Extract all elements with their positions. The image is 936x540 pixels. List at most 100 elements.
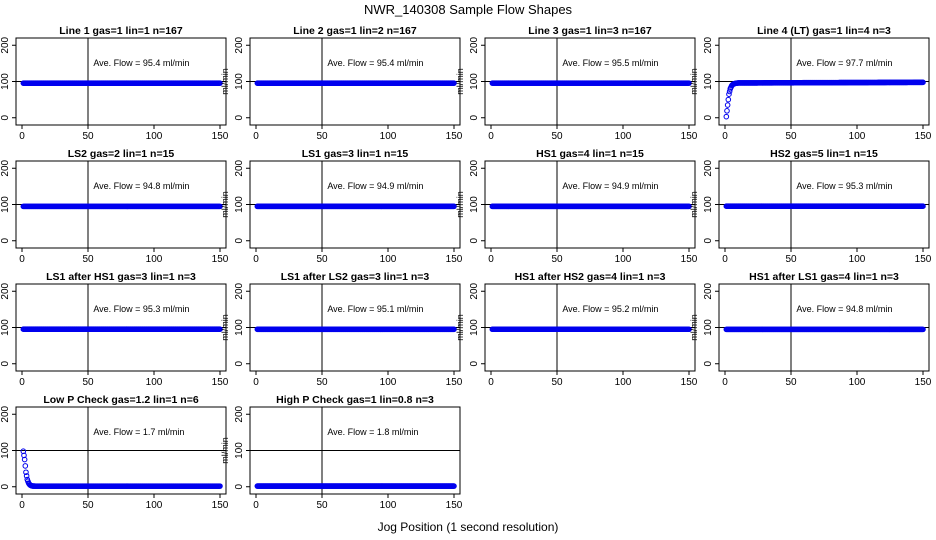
chart-panel: HS1 after LS1 gas=4 lin=1 n=3 0 100 200 ml/m… bbox=[689, 271, 932, 388]
x-tick-label: 0 bbox=[488, 377, 494, 388]
panel-title: LS1 after LS2 gas=3 lin=1 n=3 bbox=[281, 271, 430, 283]
data-point bbox=[22, 463, 29, 469]
y-tick-label: 200 bbox=[0, 159, 11, 176]
y-tick-label: 200 bbox=[469, 282, 480, 299]
panel-title: Line 4 (LT) gas=1 lin=4 n=3 bbox=[757, 25, 891, 37]
y-tick-label: 0 bbox=[703, 115, 714, 121]
y-tick-label: 100 bbox=[234, 319, 245, 336]
chart-panel: Low P Check gas=1.2 lin=1 n=6 0 100 200 ml/m… bbox=[0, 394, 229, 511]
x-tick-label: 150 bbox=[446, 254, 463, 265]
y-tick-label: 200 bbox=[234, 405, 245, 422]
average-flow-annotation: Ave. Flow = 94.9 ml/min bbox=[562, 181, 658, 191]
y-tick-label: 100 bbox=[234, 442, 245, 459]
average-flow-annotation: Ave. Flow = 97.7 ml/min bbox=[796, 58, 892, 68]
x-tick-label: 0 bbox=[488, 254, 494, 265]
x-tick-label: 50 bbox=[82, 500, 94, 511]
chart-panel: Line 3 gas=1 lin=3 n=167 0 100 200 ml/min 0 50… bbox=[455, 25, 698, 142]
panel-title: HS1 after LS1 gas=4 lin=1 n=3 bbox=[749, 271, 899, 283]
chart-panel: Line 2 gas=1 lin=2 n=167 0 100 200 ml/min 0 50… bbox=[220, 25, 463, 142]
x-tick-label: 50 bbox=[551, 131, 563, 142]
x-tick-label: 50 bbox=[551, 254, 563, 265]
x-tick-label: 150 bbox=[212, 131, 229, 142]
x-tick-label: 50 bbox=[785, 377, 797, 388]
data-series bbox=[20, 203, 223, 210]
x-tick-label: 0 bbox=[488, 131, 494, 142]
data-point bbox=[723, 113, 730, 120]
x-tick-label: 50 bbox=[316, 254, 328, 265]
x-tick-label: 50 bbox=[316, 377, 328, 388]
y-axis-label: ml/min bbox=[220, 437, 230, 464]
x-tick-label: 100 bbox=[380, 254, 397, 265]
x-tick-label: 0 bbox=[19, 131, 25, 142]
x-tick-label: 150 bbox=[212, 500, 229, 511]
x-tick-label: 100 bbox=[615, 131, 632, 142]
y-tick-label: 0 bbox=[234, 238, 245, 244]
y-tick-label: 100 bbox=[234, 196, 245, 213]
x-tick-label: 100 bbox=[849, 254, 866, 265]
x-tick-label: 150 bbox=[446, 131, 463, 142]
x-tick-label: 100 bbox=[849, 377, 866, 388]
y-tick-label: 200 bbox=[0, 282, 11, 299]
chart-panel: HS2 gas=5 lin=1 n=15 0 100 200 ml/min 0 50 100 1… bbox=[689, 148, 932, 265]
y-tick-label: 0 bbox=[703, 238, 714, 244]
y-tick-label: 100 bbox=[469, 196, 480, 213]
y-tick-label: 200 bbox=[234, 282, 245, 299]
y-tick-label: 0 bbox=[234, 361, 245, 367]
data-point bbox=[725, 96, 732, 103]
y-tick-label: 100 bbox=[703, 196, 714, 213]
y-tick-label: 100 bbox=[0, 319, 11, 336]
y-tick-label: 0 bbox=[469, 361, 480, 367]
data-series bbox=[254, 483, 457, 489]
x-tick-label: 150 bbox=[915, 131, 932, 142]
chart-panel: HS1 after HS2 gas=4 lin=1 n=3 0 100 200 ml/m… bbox=[455, 271, 698, 388]
x-tick-label: 0 bbox=[19, 500, 25, 511]
x-tick-label: 100 bbox=[146, 131, 163, 142]
chart-panel: LS1 gas=3 lin=1 n=15 0 100 200 ml/min 0 50 100 1… bbox=[220, 148, 463, 265]
y-tick-label: 0 bbox=[0, 361, 11, 367]
average-flow-annotation: Ave. Flow = 1.7 ml/min bbox=[93, 427, 184, 437]
x-tick-label: 150 bbox=[681, 254, 698, 265]
y-tick-label: 200 bbox=[0, 405, 11, 422]
y-tick-label: 100 bbox=[0, 196, 11, 213]
data-point bbox=[451, 80, 457, 86]
x-tick-label: 0 bbox=[253, 131, 259, 142]
y-axis-label: ml/min bbox=[455, 314, 465, 341]
y-axis-label: ml/min bbox=[689, 191, 699, 218]
x-tick-label: 0 bbox=[253, 254, 259, 265]
x-tick-label: 50 bbox=[785, 131, 797, 142]
y-tick-label: 200 bbox=[703, 282, 714, 299]
panel-title: HS2 gas=5 lin=1 n=15 bbox=[770, 148, 878, 160]
panel-title: Line 2 gas=1 lin=2 n=167 bbox=[293, 25, 417, 37]
x-tick-label: 0 bbox=[19, 254, 25, 265]
chart-panel: LS1 after HS1 gas=3 lin=1 n=3 0 100 200 ml/m… bbox=[0, 271, 229, 388]
y-tick-label: 100 bbox=[234, 73, 245, 90]
x-tick-label: 50 bbox=[82, 254, 94, 265]
average-flow-annotation: Ave. Flow = 95.3 ml/min bbox=[796, 181, 892, 191]
chart-panel: HS1 gas=4 lin=1 n=15 0 100 200 ml/min 0 50 100 1… bbox=[455, 148, 698, 265]
y-tick-label: 0 bbox=[234, 484, 245, 490]
x-tick-label: 100 bbox=[849, 131, 866, 142]
x-tick-label: 150 bbox=[915, 377, 932, 388]
y-axis-label: ml/min bbox=[220, 191, 230, 218]
panel-title: HS1 gas=4 lin=1 n=15 bbox=[536, 148, 644, 160]
data-series bbox=[489, 326, 692, 333]
panel-grid: Line 1 gas=1 lin=1 n=167 0 100 200 ml/min 0 50… bbox=[0, 25, 932, 511]
data-point bbox=[726, 91, 732, 97]
x-tick-label: 100 bbox=[146, 254, 163, 265]
x-tick-label: 100 bbox=[146, 500, 163, 511]
average-flow-annotation: Ave. Flow = 94.9 ml/min bbox=[327, 181, 423, 191]
y-tick-label: 200 bbox=[703, 159, 714, 176]
average-flow-annotation: Ave. Flow = 95.1 ml/min bbox=[327, 304, 423, 314]
average-flow-annotation: Ave. Flow = 95.4 ml/min bbox=[327, 58, 423, 68]
y-tick-label: 100 bbox=[469, 319, 480, 336]
y-tick-label: 0 bbox=[0, 115, 11, 121]
x-tick-label: 50 bbox=[551, 377, 563, 388]
y-tick-label: 0 bbox=[0, 238, 11, 244]
x-tick-label: 150 bbox=[446, 500, 463, 511]
average-flow-annotation: Ave. Flow = 95.2 ml/min bbox=[562, 304, 658, 314]
chart-panel: Line 1 gas=1 lin=1 n=167 0 100 200 ml/min 0 50… bbox=[0, 25, 229, 142]
data-point bbox=[217, 203, 223, 210]
y-tick-label: 100 bbox=[703, 73, 714, 90]
y-tick-label: 0 bbox=[469, 238, 480, 244]
